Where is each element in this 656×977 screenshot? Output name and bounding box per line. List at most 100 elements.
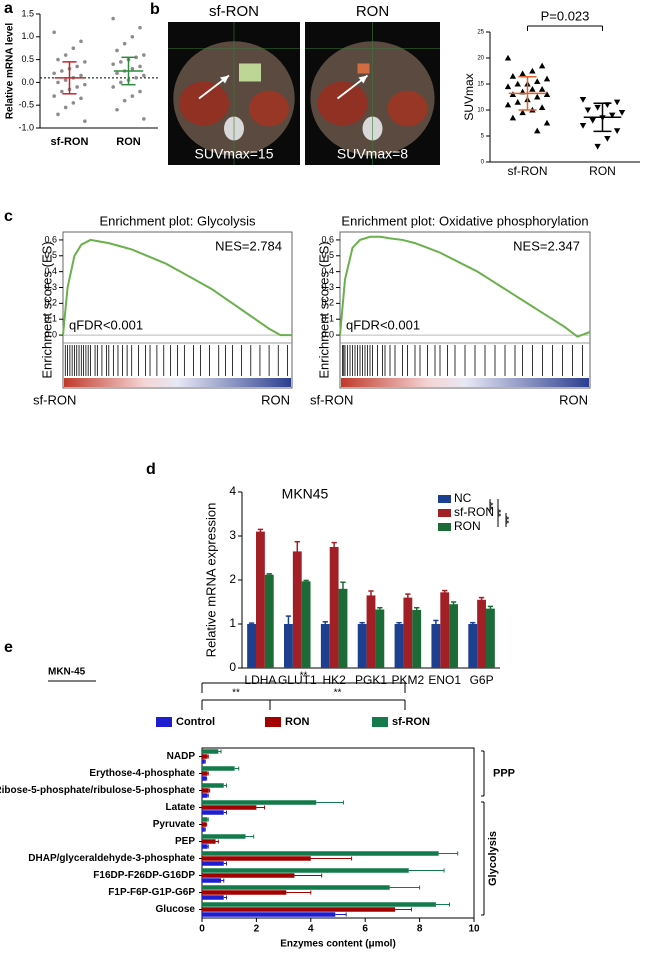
y-tick-label: 0 [229, 660, 236, 674]
data-point [613, 128, 621, 134]
x-tick-label: 10 [468, 924, 480, 935]
bar [449, 604, 458, 668]
bar [202, 851, 439, 856]
y-tick-label: 0.5 [44, 250, 57, 260]
group-label: Glycolysis [487, 831, 499, 886]
data-point [52, 94, 56, 98]
data-point [543, 119, 551, 126]
y-tick-label: 1.0 [21, 31, 34, 41]
significance-label: ** [497, 509, 508, 517]
data-point [504, 83, 512, 90]
bar [202, 844, 208, 849]
data-point [589, 117, 596, 124]
significance-label: ** [505, 516, 516, 524]
data-point [52, 30, 56, 35]
data-point [138, 25, 142, 30]
panel-letter: a [4, 0, 13, 17]
x-tick-label: RON [589, 164, 616, 178]
y-tick-label: NADP [167, 751, 196, 762]
panel-letter: c [4, 208, 13, 225]
data-point [130, 66, 135, 71]
bar [202, 822, 207, 827]
bar [320, 624, 330, 668]
bar [264, 574, 274, 668]
bar [202, 907, 396, 912]
data-point [115, 107, 119, 112]
data-point [514, 99, 521, 105]
ct-organ [387, 90, 428, 127]
data-point [519, 70, 526, 77]
y-tick-label: Glucose [156, 904, 196, 915]
data-point [138, 64, 142, 69]
data-point [63, 53, 68, 57]
y-tick-label: 0.5 [321, 250, 334, 260]
y-tick-label: 0.3 [321, 282, 334, 292]
x-end-label: RON [261, 392, 290, 407]
data-point [534, 78, 541, 84]
data-point [60, 69, 64, 73]
annotation: qFDR<0.001 [69, 318, 143, 333]
y-tick-label: F1P-F6P-G1P-G6P [108, 887, 195, 898]
y-axis-title: Enrichment scores (ES) [39, 241, 54, 378]
data-point [138, 89, 142, 94]
x-end-label: sf-RON [33, 392, 76, 407]
data-point [609, 112, 616, 119]
panel-letter: e [4, 639, 13, 656]
y-axis-title: Relative mRNA expression [203, 503, 218, 658]
bar [202, 878, 222, 883]
bar [202, 810, 224, 815]
data-point [613, 99, 621, 106]
bar [329, 547, 339, 668]
legend-label: sf-RON [392, 716, 430, 728]
bar [202, 912, 336, 917]
bar [202, 839, 216, 844]
bar [202, 895, 224, 900]
ct-organ [317, 81, 368, 126]
bar [292, 551, 302, 668]
bar [412, 609, 422, 668]
legend-label: RON [454, 519, 481, 533]
legend-swatch [438, 495, 451, 503]
bar [202, 861, 224, 866]
y-tick-label: 3 [229, 528, 236, 542]
x-tick-label: ENO1 [428, 673, 461, 687]
bar [202, 800, 317, 805]
data-point [115, 48, 119, 53]
bar [477, 599, 486, 668]
data-point [543, 91, 551, 97]
chart-title: Enrichment plot: Glycolysis [99, 213, 256, 228]
bar [202, 902, 436, 907]
data-point [538, 86, 546, 92]
bar [338, 588, 348, 668]
y-tick-label: 15 [477, 82, 484, 88]
data-point [534, 127, 541, 134]
data-point [63, 105, 68, 110]
arrow-head [220, 75, 229, 84]
data-point [594, 143, 601, 150]
x-end-label: RON [559, 392, 588, 407]
data-point [71, 46, 76, 50]
y-tick-label: 0.1 [44, 314, 57, 324]
data-point [514, 80, 521, 87]
data-point [538, 62, 546, 69]
y-tick-label: DHAP/glyceraldehyde-3-phosphate [28, 853, 195, 864]
data-point [79, 39, 83, 44]
x-tick-label: 2 [254, 924, 260, 935]
y-tick-label: 0.4 [321, 266, 334, 276]
data-point [142, 117, 146, 121]
chart-title: MKN45 [282, 486, 329, 502]
annotation: NES=2.347 [513, 238, 580, 253]
data-point [584, 107, 592, 114]
data-point [142, 53, 146, 57]
y-tick-label: 1.5 [21, 8, 34, 18]
legend-label: sf-RON [454, 505, 494, 519]
bar [440, 592, 450, 668]
rank-gradient [341, 378, 589, 387]
data-point [134, 55, 138, 60]
bar [202, 868, 409, 873]
panel-letter: b [150, 1, 160, 18]
y-tick-label: -0.5 [18, 100, 34, 110]
y-tick-label: 0.3 [44, 282, 57, 292]
arrow-head [358, 75, 368, 84]
bar [202, 776, 207, 781]
